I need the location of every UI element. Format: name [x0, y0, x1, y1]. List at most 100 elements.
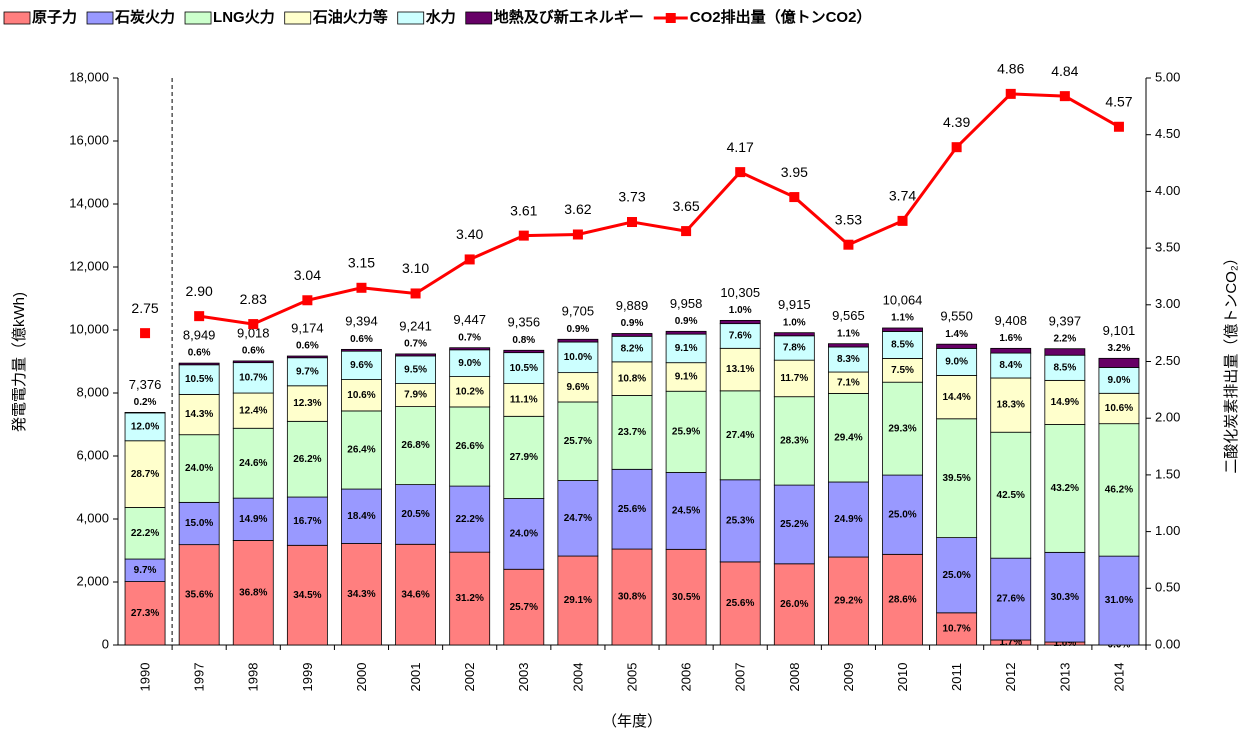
- bar-segment: [341, 350, 382, 380]
- segment-label: 25.6%: [726, 598, 754, 609]
- x-tick-label: 2010: [895, 663, 910, 692]
- segment-label: 28.7%: [131, 469, 159, 480]
- line-label: 2.90: [186, 283, 213, 299]
- segment-label: 14.3%: [185, 409, 213, 420]
- segment-label: 34.5%: [293, 590, 321, 601]
- bar-segment: [719, 319, 761, 325]
- segment-label: 26.2%: [293, 454, 321, 465]
- y-tick-label: 12,000: [69, 258, 109, 273]
- segment-label: 0.7%: [458, 332, 481, 343]
- segment-label: 26.4%: [347, 445, 375, 456]
- segment-label: 0.6%: [296, 341, 319, 352]
- segment-label: 30.3%: [1051, 592, 1079, 603]
- bar-segment: [341, 543, 382, 646]
- total-label: 9,447: [453, 312, 486, 327]
- bar-segment: [341, 488, 382, 544]
- bar-segment: [719, 347, 761, 392]
- segment-label: 10.6%: [347, 390, 375, 401]
- segment-label: 0.6%: [350, 334, 373, 345]
- total-label: 9,889: [616, 298, 649, 313]
- segment-label: 0.2%: [134, 397, 157, 408]
- segment-label: 9.0%: [458, 358, 481, 369]
- bar-segment: [828, 481, 869, 558]
- legend-label: 原子力: [32, 8, 77, 26]
- x-tick-label: 2013: [1057, 663, 1072, 692]
- total-label: 9,356: [508, 315, 541, 330]
- line-label: 3.15: [348, 254, 375, 270]
- segment-label: 12.4%: [239, 405, 267, 416]
- bar-segment: [936, 537, 978, 614]
- line-marker: [951, 142, 962, 153]
- bar-segment: [990, 347, 1032, 354]
- bar-segment: [882, 474, 923, 555]
- segment-label: 2.2%: [1053, 333, 1076, 344]
- line-marker: [140, 328, 151, 339]
- bar-segment: [178, 501, 220, 546]
- segment-label: 13.1%: [726, 364, 754, 375]
- bar-segment: [936, 418, 978, 539]
- segment-label: 1.0%: [783, 317, 806, 328]
- line-marker: [302, 295, 313, 306]
- x-axis-label: （年度）: [602, 713, 662, 730]
- bar-segment: [773, 359, 815, 398]
- line-label: 3.61: [510, 202, 537, 218]
- segment-label: 30.8%: [618, 592, 646, 603]
- line-marker: [572, 229, 583, 240]
- bar-segment: [232, 497, 274, 541]
- segment-label: 27.3%: [131, 608, 159, 619]
- line-label: 4.84: [1051, 63, 1078, 79]
- bar-segment: [719, 561, 761, 646]
- x-tick-label: 2008: [787, 663, 802, 692]
- line-label: 2.75: [131, 300, 158, 316]
- y2-tick-label: 0.50: [1155, 580, 1180, 595]
- line-label: 3.04: [294, 267, 321, 283]
- x-tick-label: 1990: [137, 663, 152, 692]
- total-label: 9,915: [778, 297, 811, 312]
- segment-label: 7.6%: [729, 331, 752, 342]
- line-label: 3.40: [456, 226, 483, 242]
- bar-segment: [286, 420, 328, 498]
- segment-label: 18.3%: [997, 400, 1025, 411]
- x-tick-label: 2004: [570, 663, 585, 692]
- segment-label: 36.8%: [239, 587, 267, 598]
- segment-label: 24.6%: [239, 458, 267, 469]
- x-tick-label: 2009: [841, 663, 856, 692]
- segment-label: 39.5%: [942, 473, 970, 484]
- segment-label: 34.6%: [401, 589, 429, 600]
- bar-segment: [665, 390, 707, 473]
- segment-label: 11.7%: [780, 373, 808, 384]
- line-marker: [518, 230, 529, 241]
- bar-segment: [882, 381, 923, 476]
- bar-segment: [286, 355, 328, 359]
- line-marker: [681, 226, 692, 237]
- bar-segment: [124, 440, 166, 508]
- y2-tick-label: 4.00: [1155, 183, 1180, 198]
- segment-label: 9.1%: [675, 343, 698, 354]
- line-label: 3.65: [672, 198, 699, 214]
- line-label: 2.83: [240, 291, 267, 307]
- bar-segment: [773, 332, 815, 337]
- legend-label: 水力: [426, 8, 456, 26]
- bar-segment: [1098, 357, 1140, 368]
- bar-segment: [611, 333, 653, 337]
- line-marker: [627, 217, 637, 228]
- x-tick-label: 2007: [733, 663, 748, 692]
- y2-tick-label: 1.50: [1155, 466, 1180, 481]
- segment-label: 1.0%: [1053, 638, 1076, 649]
- y2-tick-label: 3.00: [1155, 296, 1180, 311]
- segment-label: 27.6%: [997, 594, 1025, 605]
- segment-label: 25.3%: [726, 515, 754, 526]
- line-label: 3.10: [402, 260, 429, 276]
- line: [198, 92, 1120, 326]
- total-label: 10,305: [720, 285, 760, 300]
- segment-label: 10.5%: [510, 363, 538, 374]
- bar-segment: [557, 480, 599, 557]
- line-marker: [1005, 88, 1016, 99]
- segment-label: 12.3%: [293, 398, 321, 409]
- total-label: 9,394: [345, 314, 378, 329]
- legend-swatch: [284, 11, 312, 25]
- segment-label: 29.1%: [564, 595, 592, 606]
- bar-segment: [611, 335, 653, 363]
- segment-label: 7.9%: [404, 390, 427, 401]
